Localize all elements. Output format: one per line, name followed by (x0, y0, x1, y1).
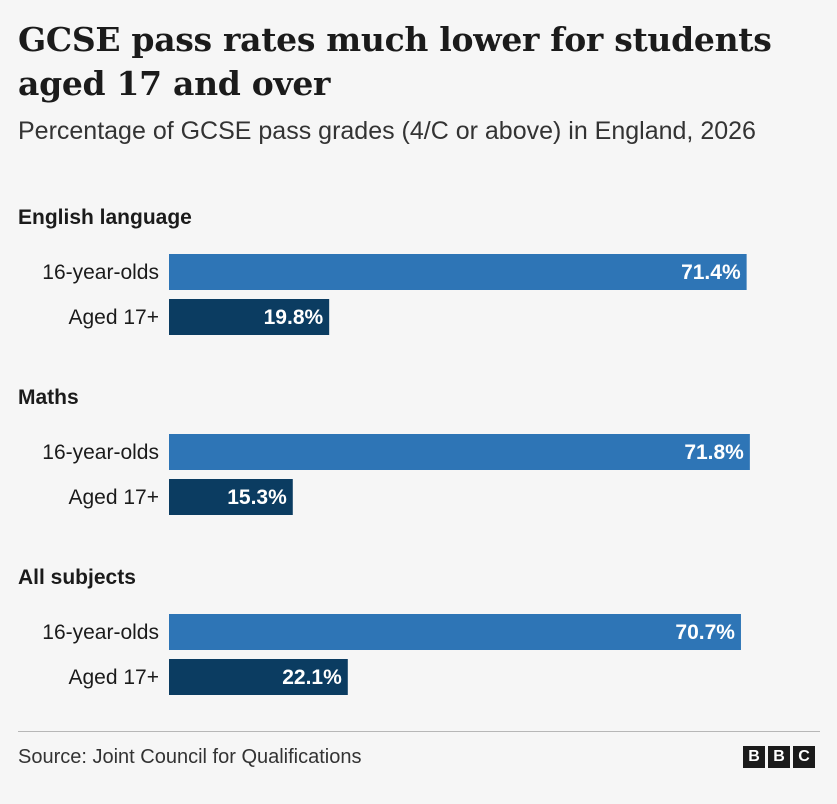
bar (169, 479, 293, 515)
bar-category-label: Aged 17+ (68, 486, 159, 509)
bar-value-label: 22.1% (282, 666, 342, 689)
bar-chart: English language 16-year-olds 71.4% Aged 17… (18, 206, 750, 695)
bar (169, 299, 330, 335)
logo-letter: C (793, 746, 815, 768)
bbc-logo: B B C (743, 746, 815, 768)
group-heading: English language (18, 206, 192, 229)
bar-value-label: 70.7% (675, 621, 735, 644)
chart-title: GCSE pass rates much lower for students … (18, 20, 772, 103)
logo-letter: B (768, 746, 790, 768)
bar (169, 434, 750, 470)
bar-category-label: 16-year-olds (42, 621, 159, 644)
source-note: Source: Joint Council for Qualifications (18, 746, 362, 768)
bar-category-label: Aged 17+ (68, 306, 159, 329)
bar-category-label: Aged 17+ (68, 666, 159, 689)
logo-letter: B (743, 746, 765, 768)
bar-category-label: 16-year-olds (42, 261, 159, 284)
chart-subtitle: Percentage of GCSE pass grades (4/C or a… (18, 117, 756, 145)
bar-value-label: 71.8% (684, 441, 744, 464)
bar (169, 254, 747, 290)
bar-value-label: 71.4% (681, 261, 741, 284)
bar (169, 659, 348, 695)
bar-category-label: 16-year-olds (42, 441, 159, 464)
bar (169, 614, 741, 650)
group-heading: All subjects (18, 566, 136, 589)
group-heading: Maths (18, 386, 79, 409)
bar-value-label: 19.8% (264, 306, 324, 329)
footer-divider (18, 731, 820, 732)
bar-value-label: 15.3% (227, 486, 287, 509)
